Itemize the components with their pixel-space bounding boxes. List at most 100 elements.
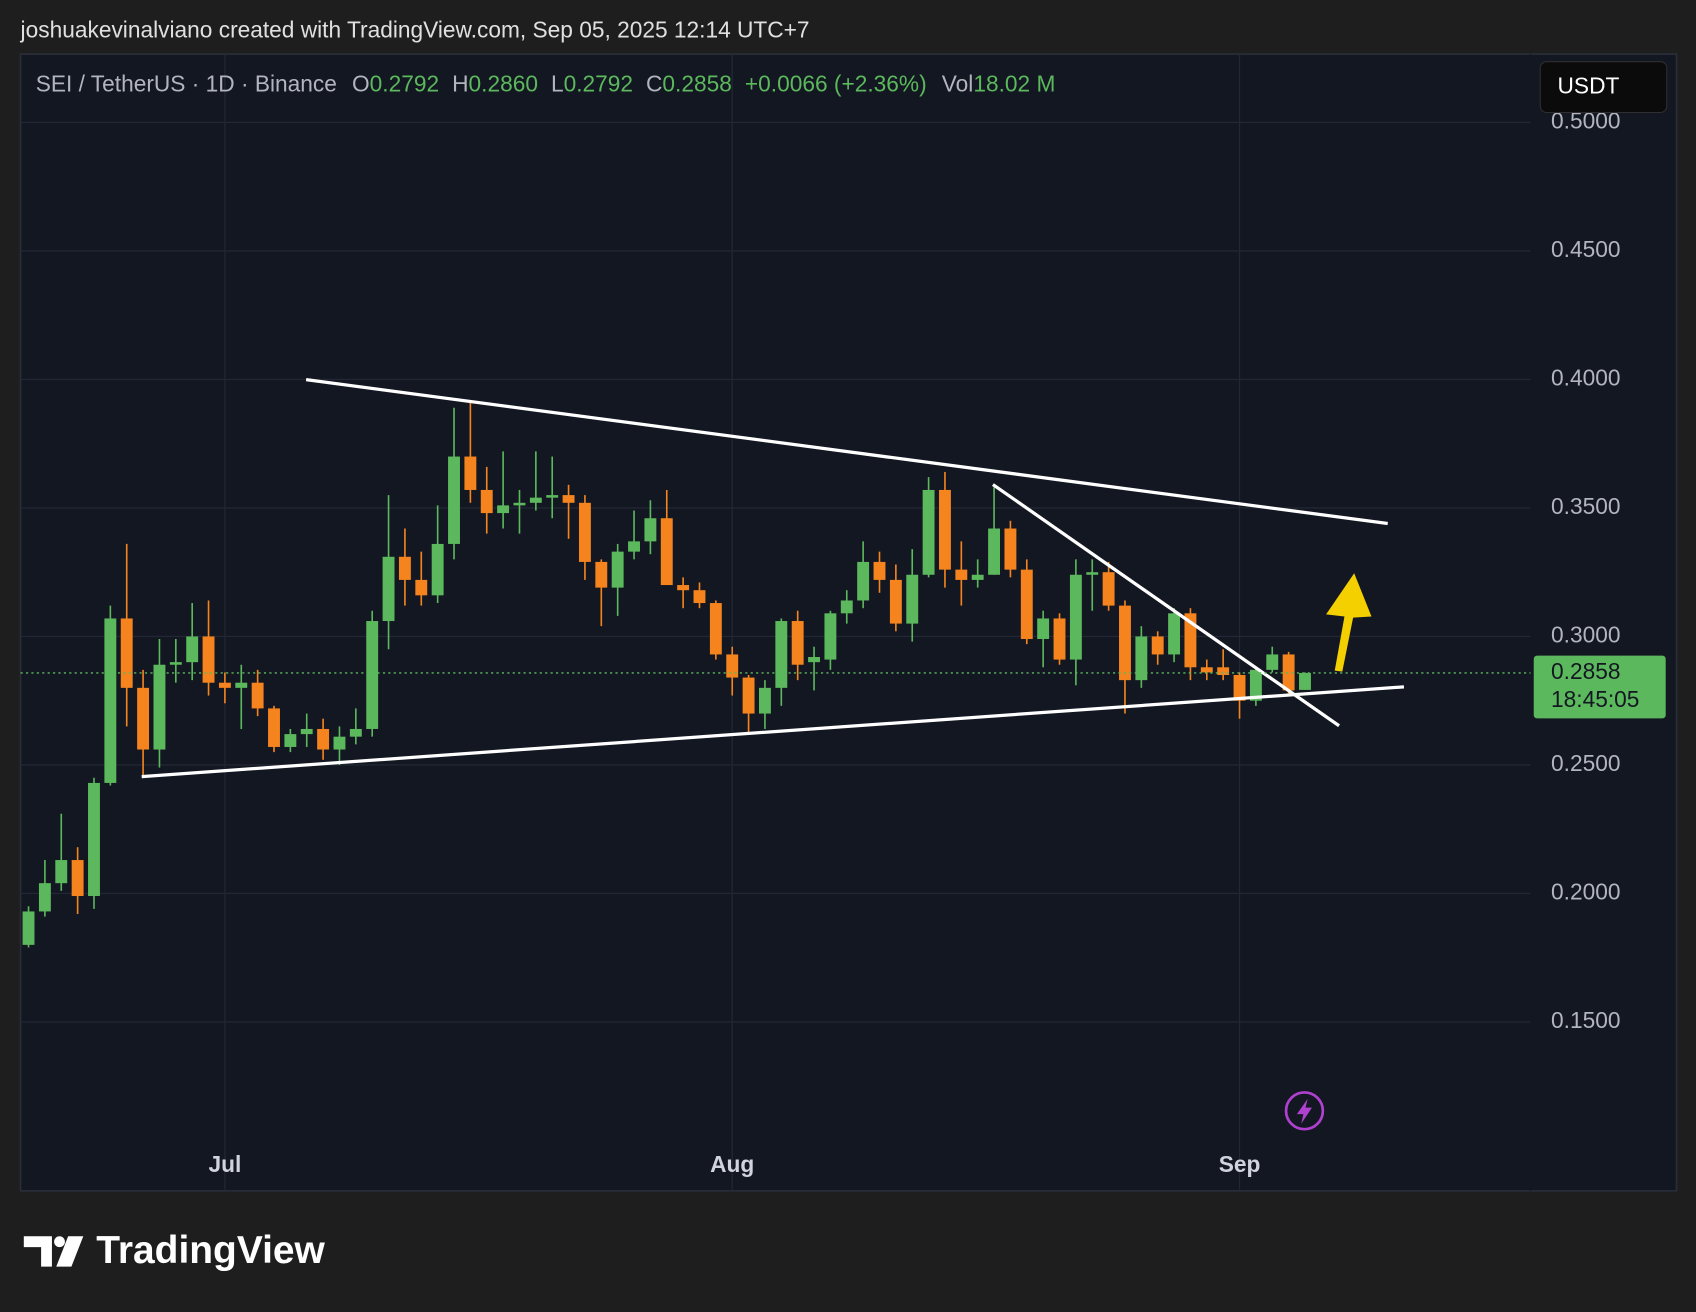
last-price-label: 0.2858 <box>1551 658 1620 684</box>
candle-body <box>38 883 51 912</box>
candle-body <box>988 528 1001 575</box>
candle-body <box>480 489 493 514</box>
y-tick-label: 0.1500 <box>1551 1007 1620 1033</box>
candle-body <box>939 489 951 570</box>
brand: TradingView <box>96 1229 325 1272</box>
chart-pane <box>19 53 1678 1192</box>
footer-logo: TradingView <box>23 1229 326 1272</box>
candle-body <box>300 728 313 735</box>
time-scale: Jul Aug Sep <box>209 1151 1261 1177</box>
candle-body <box>628 541 640 552</box>
candle-body <box>873 561 886 580</box>
x-tick-label: Sep <box>1219 1151 1261 1177</box>
candle-body <box>660 518 673 586</box>
candle-body <box>1249 669 1262 701</box>
ohlc-value: 0.2792 <box>370 70 439 96</box>
lightning-circle[interactable] <box>1284 1091 1325 1131</box>
candle-body <box>169 662 182 665</box>
candle-body <box>1266 654 1279 670</box>
ohlc-label: C <box>646 70 662 96</box>
ohlc-value: 0.2792 <box>564 70 633 96</box>
logo-mark <box>56 1236 84 1267</box>
candle-body <box>1086 572 1099 575</box>
lightning-icon[interactable] <box>1284 1091 1325 1131</box>
candle-body <box>366 621 379 729</box>
logo-mark <box>23 1236 52 1267</box>
candle-body <box>415 579 428 596</box>
candle-body <box>251 682 264 709</box>
candle-body <box>1282 654 1295 691</box>
candle-body <box>791 621 804 665</box>
candle-body <box>971 574 984 580</box>
candle-body <box>840 600 853 614</box>
currency-label[interactable]: USDT <box>1558 73 1620 99</box>
candle-body <box>955 569 968 580</box>
y-tick-label: 0.4000 <box>1551 364 1620 390</box>
trend-line <box>141 685 1405 779</box>
candle-body <box>726 654 739 678</box>
candle-body <box>1119 605 1131 681</box>
candles <box>22 400 1311 948</box>
ohlc-value: 0.2860 <box>469 70 538 96</box>
candle-body <box>55 860 68 884</box>
candle-body <box>546 495 559 498</box>
logo-mark <box>54 1236 65 1248</box>
lightning-bolt[interactable] <box>1296 1098 1313 1124</box>
candle-body <box>137 687 150 750</box>
candle-body <box>268 708 280 747</box>
candle-body <box>1020 569 1033 640</box>
candle-body <box>1217 667 1230 676</box>
candle-body <box>1069 574 1082 660</box>
currency-button-box[interactable] <box>1539 61 1668 114</box>
change: +0.0066 (+2.36%) <box>745 70 927 96</box>
candle-body <box>1037 618 1050 640</box>
candle-body <box>1233 675 1246 701</box>
candle-body <box>922 489 935 575</box>
y-tick-label: 0.4500 <box>1551 236 1620 262</box>
candle-body <box>71 860 84 897</box>
candle-body <box>1004 528 1017 570</box>
last-price-box <box>1533 655 1666 719</box>
candle-body <box>578 502 591 562</box>
y-tick-label: 0.2000 <box>1551 878 1620 904</box>
attribution: joshuakevinalviano created with TradingV… <box>20 16 810 42</box>
volume: 18.02 M <box>973 70 1055 96</box>
legend: SEI / TetherUS · 1D · Binance O 0.2792 H 0.… <box>36 70 1056 96</box>
y-tick-label: 0.2500 <box>1551 750 1620 776</box>
candle-body <box>1168 613 1181 655</box>
candle-body <box>349 728 362 737</box>
trend-line <box>305 378 1388 526</box>
candle-body <box>235 682 248 688</box>
symbol: SEI / TetherUS · 1D · Binance <box>36 70 337 96</box>
candle-body <box>88 782 100 897</box>
candle-body <box>513 502 526 506</box>
candle-body <box>104 618 117 783</box>
candle-body <box>1299 672 1311 690</box>
candle-body <box>562 495 575 503</box>
ohlc-label: H <box>452 70 468 96</box>
candle-body <box>742 677 755 714</box>
candle-body <box>906 574 919 624</box>
candle-body <box>693 590 706 604</box>
currency-button[interactable]: USDT <box>1539 61 1668 114</box>
candle-body <box>775 621 788 688</box>
candle-body <box>218 682 231 688</box>
candle-body <box>464 456 477 490</box>
x-tick-label: Jul <box>209 1151 242 1177</box>
candle-body <box>448 456 460 544</box>
ohlc-label: L <box>551 70 564 96</box>
candle-body <box>644 518 657 542</box>
candle-body <box>529 497 542 503</box>
drawings <box>141 378 1405 779</box>
y-tick-label: 0.3500 <box>1551 493 1620 519</box>
trend-line <box>992 483 1340 728</box>
candle-body <box>1102 572 1115 606</box>
candle-body <box>1151 636 1164 655</box>
candle-body <box>595 561 608 588</box>
candle-body <box>398 556 411 580</box>
ohlc-value: 0.2858 <box>662 70 731 96</box>
candle-body <box>202 636 215 683</box>
